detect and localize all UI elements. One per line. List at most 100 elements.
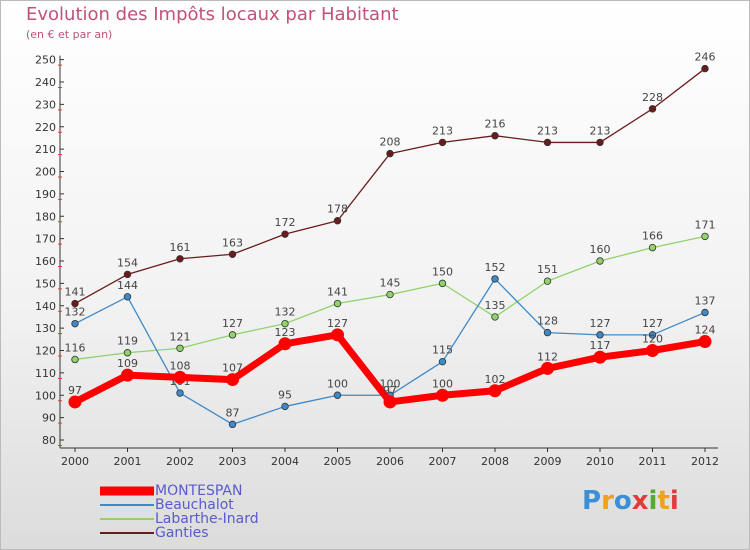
data-point (438, 279, 447, 288)
data-label: 95 (278, 388, 292, 401)
data-label: 112 (537, 350, 558, 363)
data-label: 213 (537, 124, 558, 137)
data-label: 108 (170, 359, 191, 372)
data-point (176, 344, 184, 352)
logo-letter: i (648, 486, 658, 516)
data-label: 127 (222, 317, 243, 330)
data-point (228, 420, 237, 429)
data-label: 132 (275, 306, 296, 319)
y-tick-label: 140 (35, 300, 56, 313)
data-label: 161 (170, 241, 191, 254)
data-point (646, 344, 659, 357)
data-point (701, 64, 709, 73)
data-point (701, 232, 709, 241)
data-label: 97 (68, 384, 82, 397)
legend-label: Labarthe-Inard (155, 511, 259, 527)
data-label: 135 (485, 299, 506, 312)
y-tick-label: 240 (35, 76, 56, 89)
data-label: 154 (117, 256, 138, 269)
x-tick-label: 2005 (324, 455, 352, 468)
data-point (278, 337, 292, 351)
data-label: 100 (432, 377, 453, 390)
data-point (596, 257, 604, 265)
data-point (543, 328, 552, 337)
x-tick-label: 2011 (639, 455, 667, 468)
x-tick-label: 2004 (271, 455, 299, 468)
data-point (438, 138, 447, 147)
data-point (228, 250, 237, 258)
data-point (593, 350, 607, 364)
y-tick-label: 230 (35, 98, 56, 111)
logo-letter: P (582, 486, 602, 516)
data-point (333, 299, 342, 308)
data-label: 97 (383, 384, 397, 397)
data-point (331, 328, 344, 342)
y-tick-label: 150 (35, 277, 56, 290)
data-point (176, 389, 184, 397)
data-point (228, 331, 237, 339)
data-point (281, 319, 289, 328)
data-point (436, 388, 449, 402)
proxiti-logo: Proxiti (582, 486, 679, 516)
data-point (438, 357, 447, 366)
y-tick-label: 210 (35, 143, 56, 156)
data-label: 100 (327, 377, 348, 390)
data-label: 171 (695, 218, 716, 231)
data-point (121, 368, 134, 382)
y-tick-label: 110 (35, 367, 56, 380)
data-label: 100 (380, 377, 401, 390)
legend-swatch (100, 518, 154, 520)
data-label: 151 (537, 263, 558, 276)
data-point (71, 355, 79, 364)
data-label: 120 (642, 333, 663, 346)
logo-letter: r (601, 486, 614, 516)
y-tick-label: 130 (35, 322, 56, 335)
data-label: 141 (65, 286, 86, 299)
data-label: 137 (695, 294, 716, 307)
logo-letter: x (631, 486, 649, 516)
data-label: 178 (327, 203, 348, 216)
data-point (491, 131, 499, 140)
x-tick-label: 2002 (166, 455, 194, 468)
data-label: 160 (590, 243, 611, 256)
data-label: 121 (170, 330, 191, 343)
data-point (123, 270, 132, 279)
legend-label: MONTESPAN (155, 483, 243, 499)
data-label: 144 (117, 279, 138, 292)
x-tick-label: 2010 (586, 455, 614, 468)
data-point (543, 138, 552, 147)
data-point (333, 391, 342, 399)
data-label: 172 (275, 216, 296, 229)
data-point (543, 277, 552, 285)
legend-label: Ganties (155, 525, 209, 541)
data-point (386, 290, 394, 299)
chart-title: Evolution des Impôts locaux par Habitant (26, 4, 399, 25)
data-label: 117 (590, 339, 611, 352)
x-tick-label: 2001 (114, 455, 142, 468)
logo-letter: o (613, 486, 632, 516)
data-label: 228 (642, 91, 663, 104)
data-point (68, 395, 82, 409)
data-point (176, 255, 184, 263)
x-tick-label: 2007 (429, 455, 457, 468)
data-point (281, 402, 289, 411)
data-label: 127 (327, 317, 348, 330)
data-point (123, 349, 132, 357)
data-label: 132 (65, 306, 86, 319)
logo-letter: i (669, 486, 679, 516)
series-line-ganties (74, 68, 706, 305)
data-label: 150 (432, 265, 453, 278)
chart-subtitle: (en € et par an) (26, 28, 113, 41)
data-point (648, 105, 657, 113)
y-tick-label: 120 (35, 345, 56, 358)
data-label: 145 (380, 277, 401, 290)
data-point (701, 308, 709, 317)
data-label: 87 (226, 406, 240, 419)
data-label: 152 (485, 261, 506, 274)
data-label: 107 (222, 362, 243, 375)
data-label: 216 (485, 118, 506, 131)
x-tick-label: 2003 (219, 455, 247, 468)
y-tick-label: 250 (35, 54, 56, 67)
data-point (226, 373, 239, 387)
